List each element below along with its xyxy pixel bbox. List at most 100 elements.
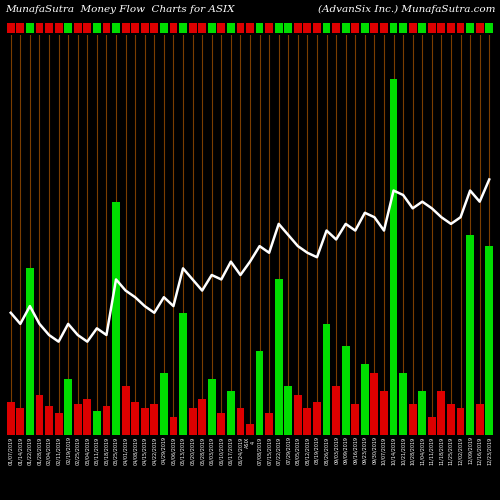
Bar bbox=[265, 413, 273, 435]
Bar bbox=[304, 24, 312, 32]
Bar bbox=[74, 24, 82, 32]
Bar bbox=[322, 324, 330, 435]
Bar bbox=[141, 24, 148, 32]
Bar bbox=[418, 390, 426, 435]
Bar bbox=[112, 24, 120, 32]
Bar bbox=[64, 380, 72, 435]
Bar bbox=[54, 413, 62, 435]
Bar bbox=[131, 402, 139, 435]
Bar bbox=[361, 24, 369, 32]
Bar bbox=[352, 404, 359, 435]
Bar bbox=[227, 24, 235, 32]
Bar bbox=[45, 406, 53, 435]
Bar bbox=[74, 404, 82, 435]
Bar bbox=[236, 24, 244, 32]
Bar bbox=[390, 24, 398, 32]
Bar bbox=[265, 24, 273, 32]
Bar bbox=[122, 386, 130, 435]
Bar bbox=[131, 24, 139, 32]
Bar bbox=[322, 24, 330, 32]
Bar bbox=[160, 373, 168, 435]
Bar bbox=[150, 404, 158, 435]
Bar bbox=[275, 280, 282, 435]
Bar bbox=[7, 402, 14, 435]
Bar bbox=[456, 408, 464, 435]
Bar bbox=[380, 24, 388, 32]
Bar bbox=[102, 24, 110, 32]
Bar bbox=[399, 373, 407, 435]
Bar bbox=[380, 390, 388, 435]
Bar bbox=[188, 24, 196, 32]
Bar bbox=[112, 202, 120, 435]
Bar bbox=[438, 390, 446, 435]
Bar bbox=[122, 24, 130, 32]
Text: MunafaSutra  Money Flow  Charts for ASIX: MunafaSutra Money Flow Charts for ASIX bbox=[5, 5, 234, 14]
Bar bbox=[486, 246, 493, 435]
Bar bbox=[236, 408, 244, 435]
Bar bbox=[84, 400, 91, 435]
Bar bbox=[227, 390, 235, 435]
Bar bbox=[304, 408, 312, 435]
Bar bbox=[208, 24, 216, 32]
Bar bbox=[313, 402, 321, 435]
Bar bbox=[198, 400, 206, 435]
Bar bbox=[218, 413, 225, 435]
Bar bbox=[409, 24, 416, 32]
Bar bbox=[313, 24, 321, 32]
Bar bbox=[447, 404, 455, 435]
Bar bbox=[466, 24, 474, 32]
Bar bbox=[160, 24, 168, 32]
Bar bbox=[141, 408, 148, 435]
Bar bbox=[438, 24, 446, 32]
Bar bbox=[428, 24, 436, 32]
Bar bbox=[275, 24, 282, 32]
Bar bbox=[188, 408, 196, 435]
Bar bbox=[26, 268, 34, 435]
Bar bbox=[150, 24, 158, 32]
Bar bbox=[36, 24, 44, 32]
Text: (AdvanSix Inc.) MunafaSutra.com: (AdvanSix Inc.) MunafaSutra.com bbox=[318, 5, 495, 14]
Bar bbox=[390, 80, 398, 435]
Bar bbox=[342, 346, 349, 435]
Bar bbox=[476, 24, 484, 32]
Bar bbox=[246, 424, 254, 435]
Bar bbox=[456, 24, 464, 32]
Bar bbox=[342, 24, 349, 32]
Bar bbox=[476, 404, 484, 435]
Bar bbox=[93, 24, 101, 32]
Bar bbox=[466, 235, 474, 435]
Bar bbox=[399, 24, 407, 32]
Bar bbox=[102, 406, 110, 435]
Bar bbox=[246, 24, 254, 32]
Bar bbox=[294, 395, 302, 435]
Bar bbox=[208, 380, 216, 435]
Bar bbox=[36, 395, 44, 435]
Bar bbox=[428, 417, 436, 435]
Bar bbox=[54, 24, 62, 32]
Bar bbox=[218, 24, 225, 32]
Bar bbox=[45, 24, 53, 32]
Bar bbox=[93, 410, 101, 435]
Bar bbox=[84, 24, 91, 32]
Bar bbox=[418, 24, 426, 32]
Bar bbox=[256, 350, 264, 435]
Bar bbox=[26, 24, 34, 32]
Bar bbox=[170, 24, 177, 32]
Bar bbox=[16, 24, 24, 32]
Bar bbox=[256, 24, 264, 32]
Bar bbox=[284, 24, 292, 32]
Bar bbox=[370, 24, 378, 32]
Bar bbox=[170, 417, 177, 435]
Bar bbox=[284, 386, 292, 435]
Bar bbox=[486, 24, 493, 32]
Bar bbox=[7, 24, 14, 32]
Bar bbox=[447, 24, 455, 32]
Bar bbox=[294, 24, 302, 32]
Bar bbox=[179, 313, 187, 435]
Bar bbox=[332, 386, 340, 435]
Bar bbox=[16, 408, 24, 435]
Bar bbox=[64, 24, 72, 32]
Bar bbox=[409, 404, 416, 435]
Bar bbox=[198, 24, 206, 32]
Bar bbox=[332, 24, 340, 32]
